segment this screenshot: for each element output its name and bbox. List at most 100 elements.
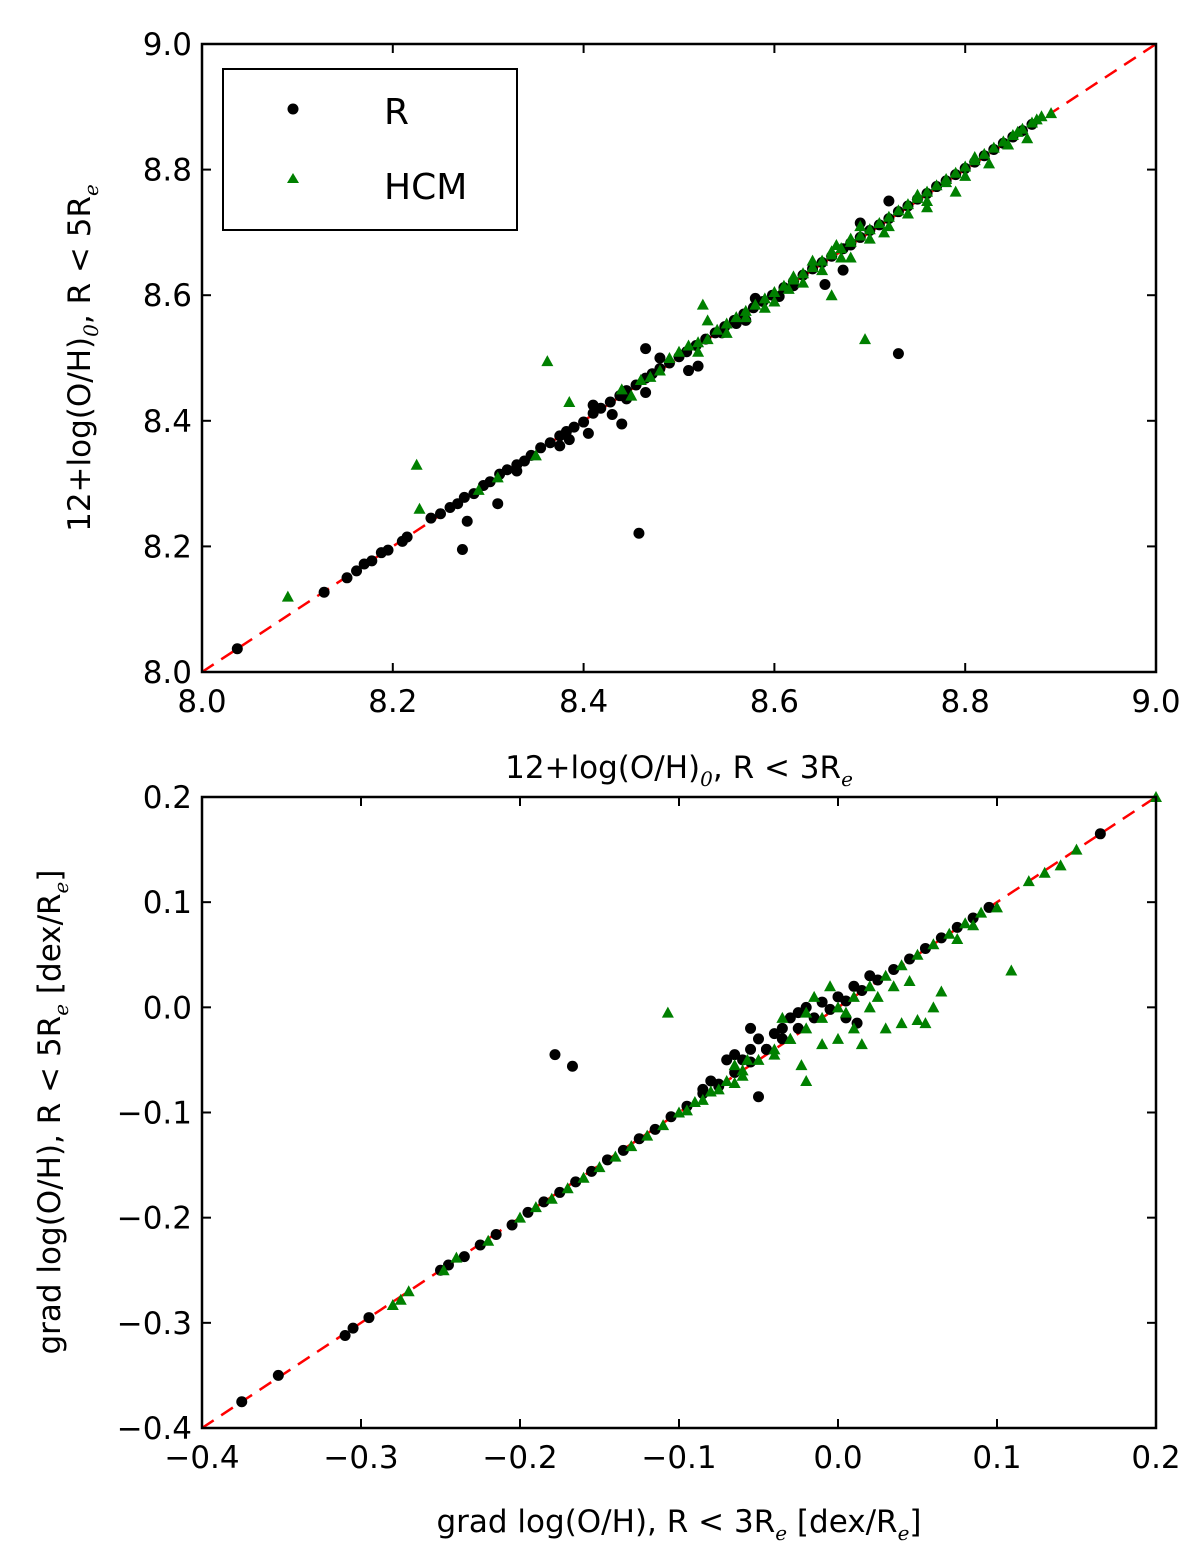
point-hcm: [1038, 866, 1051, 878]
point-hcm: [991, 901, 1003, 913]
point-hcm: [895, 959, 908, 971]
point-r: [749, 292, 761, 304]
legend-box: [222, 68, 518, 231]
point-r: [935, 932, 947, 944]
point-r: [864, 970, 876, 982]
point-hcm: [871, 990, 884, 1002]
point-hcm: [701, 333, 714, 345]
point-hcm: [615, 383, 628, 395]
point-r: [633, 527, 645, 539]
y-tick-label: 8.2: [143, 529, 192, 565]
point-r: [792, 1022, 804, 1034]
point-hcm: [657, 1119, 670, 1131]
point-hcm: [795, 1059, 808, 1071]
point-r: [705, 1075, 717, 1087]
point-hcm: [800, 1022, 813, 1034]
point-hcm: [949, 166, 962, 178]
point-r: [951, 921, 963, 933]
point-r: [601, 1154, 613, 1166]
point-r: [458, 1251, 470, 1263]
point-r: [848, 980, 860, 992]
point-hcm: [730, 311, 743, 323]
point-r: [892, 348, 904, 360]
point-hcm: [281, 590, 294, 602]
point-r: [606, 409, 618, 421]
point-hcm: [816, 264, 829, 276]
y-tick-label: 8.6: [143, 278, 192, 314]
points-top: [231, 107, 1058, 655]
y-tick-label: −0.4: [117, 1411, 192, 1447]
y-tick-label: 0.0: [143, 990, 192, 1026]
point-hcm: [878, 226, 891, 238]
point-hcm: [927, 1001, 940, 1013]
point-r: [458, 491, 470, 503]
point-hcm: [653, 364, 666, 376]
point-hcm: [975, 906, 988, 918]
point-hcm: [768, 295, 781, 307]
point-hcm: [1070, 843, 1083, 855]
point-hcm: [863, 980, 876, 992]
point-r: [883, 195, 895, 207]
y-tick-label: −0.1: [117, 1096, 192, 1132]
point-hcm: [892, 204, 905, 216]
point-hcm: [541, 355, 554, 367]
point-hcm: [949, 185, 962, 197]
point-r: [808, 1012, 820, 1024]
point-r: [401, 531, 413, 543]
x-tick-label: 0.2: [1131, 1440, 1180, 1476]
point-hcm: [625, 389, 638, 401]
point-r: [456, 544, 468, 556]
point-hcm: [701, 314, 714, 326]
y-axis-title-bottom: grad log(O/H), R < 5Re [dex/Re]: [32, 869, 73, 1354]
point-r: [587, 399, 599, 411]
point-r: [435, 508, 446, 520]
point-r: [586, 1165, 598, 1177]
point-hcm: [887, 980, 900, 992]
x-axis-title-top: 12+log(O/H)0, R < 3Re: [505, 750, 853, 791]
point-r: [768, 1028, 780, 1040]
point-r: [568, 421, 580, 433]
point-hcm: [482, 1234, 495, 1246]
point-hcm: [1022, 875, 1035, 887]
point-hcm: [911, 948, 924, 960]
point-hcm: [728, 1077, 741, 1089]
point-r: [554, 440, 566, 452]
point-hcm: [835, 242, 848, 254]
legend-label-r: R: [384, 92, 409, 133]
point-r: [490, 1228, 502, 1240]
point-r: [570, 1176, 582, 1188]
point-r: [649, 1123, 661, 1135]
point-hcm: [847, 1022, 860, 1034]
point-hcm: [1025, 116, 1038, 128]
point-r: [683, 365, 695, 377]
point-hcm: [529, 449, 542, 461]
point-hcm: [863, 223, 876, 235]
point-hcm: [644, 370, 657, 382]
point-hcm: [696, 298, 709, 310]
point-r: [640, 343, 652, 355]
points-bottom: [236, 791, 1162, 1408]
point-hcm: [806, 254, 819, 266]
point-hcm: [816, 254, 829, 266]
point-hcm: [758, 292, 771, 304]
point-r: [753, 1033, 764, 1045]
point-hcm: [787, 270, 800, 282]
point-hcm: [776, 1011, 789, 1023]
point-r: [721, 1054, 733, 1066]
point-r: [341, 572, 353, 584]
point-r: [983, 901, 995, 913]
point-hcm: [1054, 859, 1067, 871]
point-hcm: [739, 311, 752, 323]
point-r: [776, 1033, 788, 1045]
legend-label-hcm: HCM: [384, 167, 467, 208]
point-r: [538, 1196, 550, 1208]
point-hcm: [825, 289, 838, 301]
point-hcm: [514, 1211, 526, 1223]
y-tick-label: 8.0: [143, 655, 192, 691]
point-hcm: [784, 1032, 797, 1044]
point-r: [904, 953, 916, 965]
point-hcm: [634, 373, 647, 385]
point-hcm: [844, 232, 857, 244]
point-r: [837, 264, 849, 276]
point-r: [474, 1239, 486, 1251]
